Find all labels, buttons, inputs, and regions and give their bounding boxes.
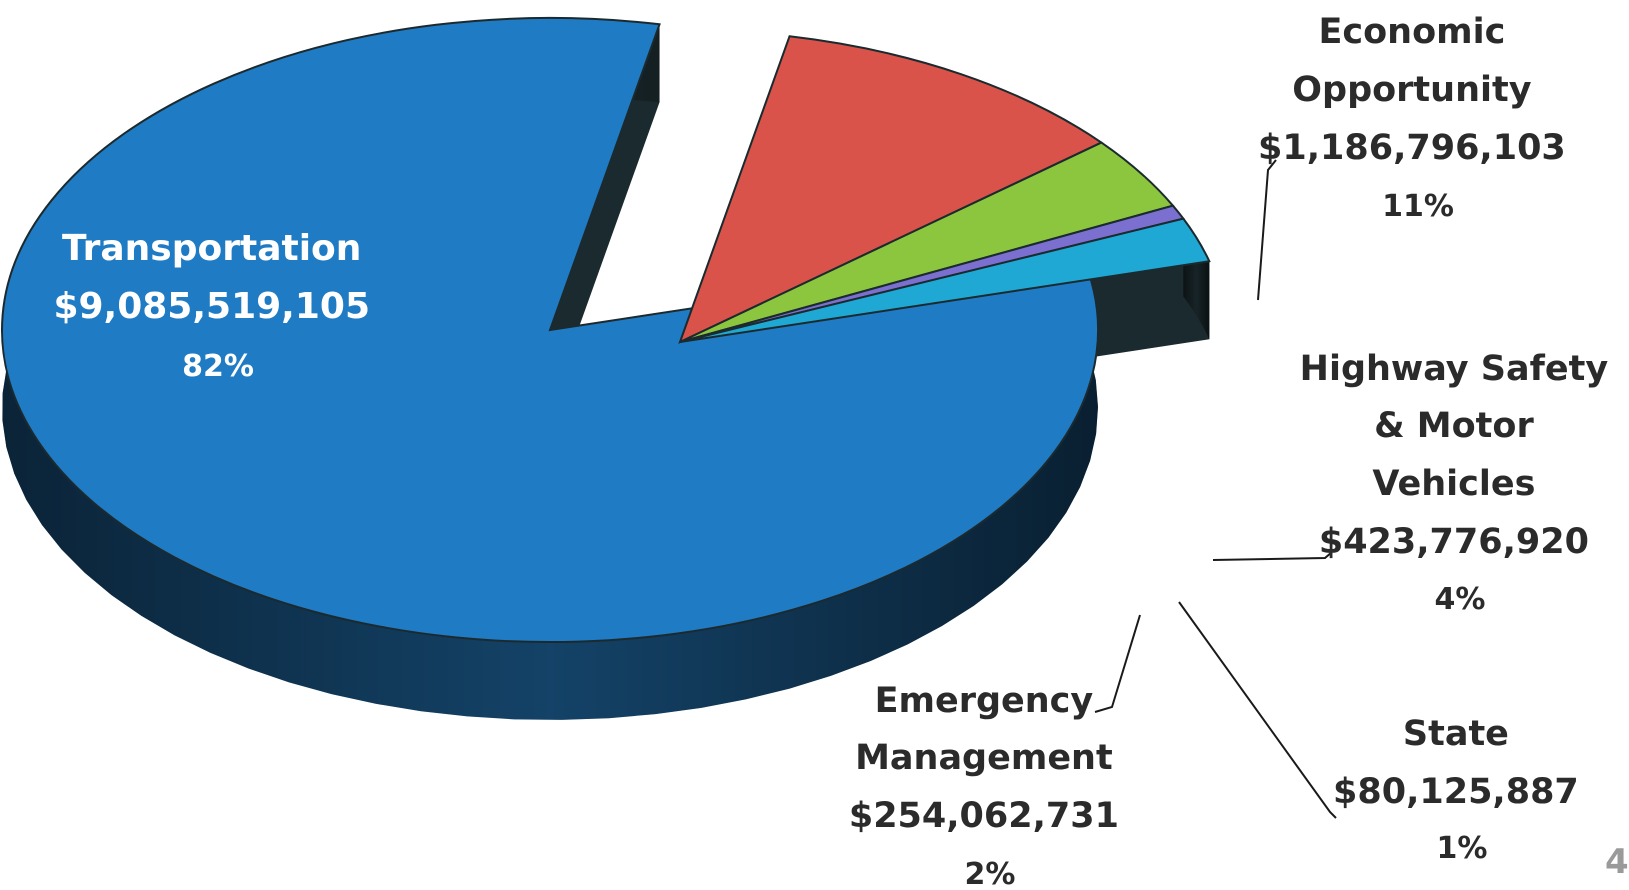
- label-emergency-value: $254,062,731: [849, 796, 1119, 836]
- label-transportation-value: $9,085,519,105: [53, 286, 370, 327]
- label-highway-percent: 4%: [1435, 582, 1486, 617]
- pie-slice-emergency-management: [679, 217, 1211, 343]
- label-state-name: State: [1403, 714, 1509, 754]
- label-highway: Highway Safety & Motor Vehicles $423,776…: [1300, 349, 1621, 617]
- leader-line-emergency: [1094, 614, 1141, 713]
- pie-slice-transportation: [1, 17, 1099, 643]
- label-state-value: $80,125,887: [1333, 772, 1579, 812]
- leader-line-highway: [1212, 551, 1333, 561]
- label-transportation-percent: 82%: [182, 349, 254, 384]
- label-economic: Economic Opportunity $1,186,796,103 11%: [1258, 12, 1578, 224]
- leader-line-economic: [1257, 159, 1277, 301]
- leader-line-state: [1178, 601, 1337, 819]
- label-emergency-name-2: Management: [855, 738, 1113, 778]
- label-state-percent: 1%: [1437, 831, 1488, 866]
- label-state: State $80,125,887 1%: [1333, 714, 1591, 866]
- pie-tops: [1, 17, 1211, 643]
- label-emergency: Emergency Management $254,062,731 2%: [849, 681, 1131, 890]
- label-economic-value: $1,186,796,103: [1258, 128, 1566, 168]
- label-emergency-percent: 2%: [965, 857, 1016, 890]
- label-highway-name-2: & Motor: [1374, 406, 1534, 446]
- pie-slice-economic-opportunity: [678, 35, 1104, 344]
- label-highway-value: $423,776,920: [1319, 522, 1589, 562]
- page-number: 4: [1605, 842, 1629, 882]
- label-economic-percent: 11%: [1382, 189, 1454, 224]
- label-transportation: Transportation $9,085,519,105 82%: [53, 228, 382, 384]
- label-economic-name-1: Economic: [1318, 12, 1505, 52]
- label-transportation-name: Transportation: [62, 228, 361, 269]
- label-highway-name-3: Vehicles: [1372, 464, 1535, 504]
- label-highway-name-1: Highway Safety: [1300, 349, 1609, 389]
- pie-wall-transportation-end: [550, 24, 660, 408]
- label-emergency-name-1: Emergency: [875, 681, 1094, 721]
- label-economic-name-2: Opportunity: [1292, 70, 1531, 110]
